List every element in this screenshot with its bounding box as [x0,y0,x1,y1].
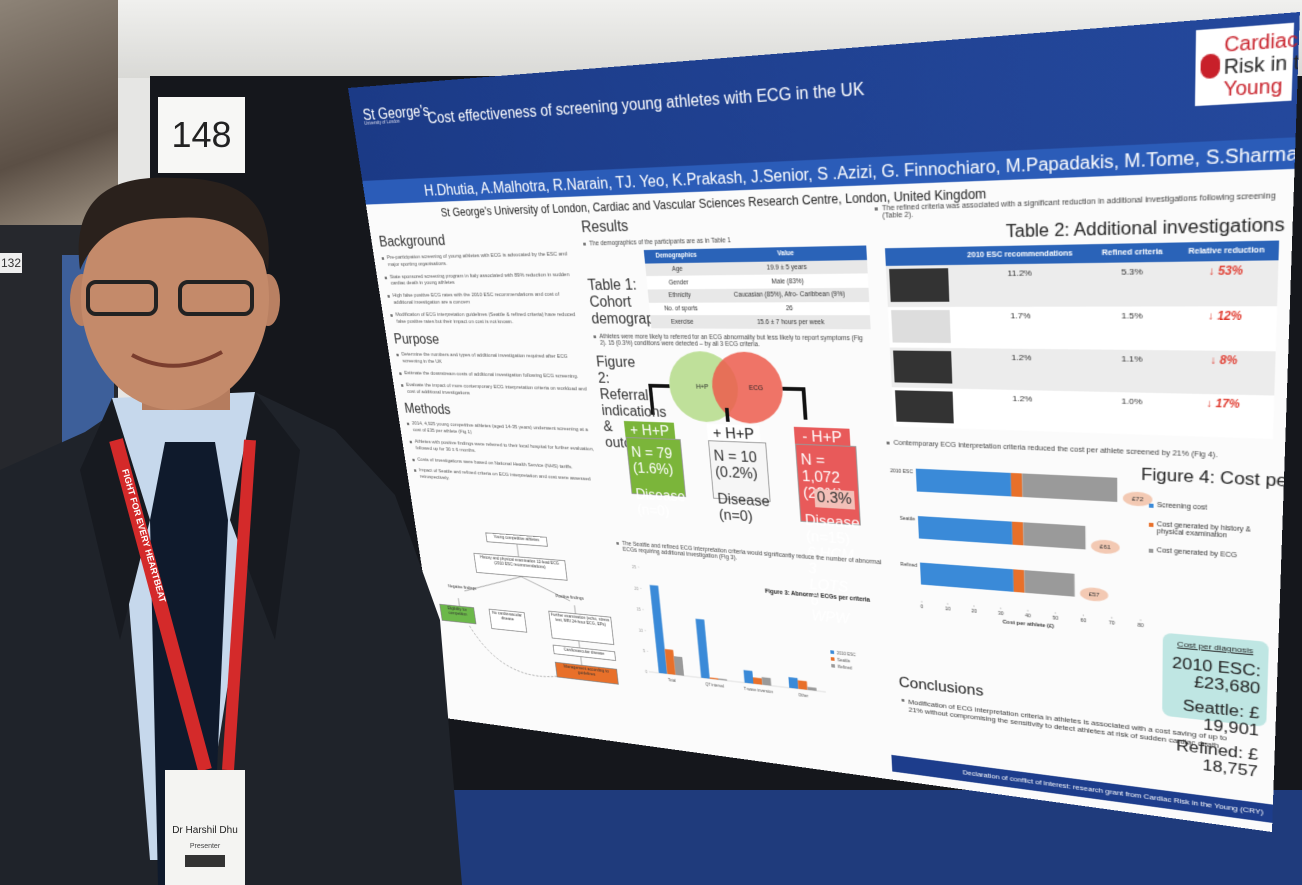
right-column: The refined criteria was associated with… [874,192,1300,655]
poster: St George's University of London Cost effe… [348,11,1300,832]
x-tick-label: Other [798,693,809,698]
barcode [185,855,225,867]
value-label: £57 [1089,591,1100,599]
x-tick-label: 20 [971,608,978,614]
legend-label: Refined [838,665,852,671]
category-label: 2010 ESC [890,468,913,475]
figure-4: 0 10 20 30 40 50 60 70 80 Cost per athlete (£) 201… [887,450,1300,655]
x-tick-label: 40 [1025,613,1032,619]
bar [807,686,817,691]
figure-4-chart: 0 10 20 30 40 50 60 70 80 Cost per athlete (£) 201… [890,468,1153,629]
middle-column: Results The demographics of the participa… [580,209,891,725]
y-tick-label: 0 [645,670,647,674]
x-tick-label: 0 [920,604,924,610]
value-label: £61 [1100,544,1111,552]
legend-label: 2010 ESC [837,651,856,657]
figure-2-diagram: H+P ECG [595,350,883,558]
venn-circle [709,351,786,425]
smile [131,350,223,368]
venn-label: ECG [749,385,764,392]
neighbour-booth-number: 132 [0,253,22,273]
x-tick-label: 60 [1080,617,1087,623]
x-tick-label: Total [668,678,676,683]
booth-number: 148 [158,97,245,173]
y-tick-label: 25 [632,565,637,569]
venn-circle [666,350,741,424]
legend-label: Seattle [837,658,850,663]
x-tick-label: T-wave inversion [744,687,773,694]
category-label: Refined [900,561,918,568]
x-tick-label: 30 [998,610,1005,616]
figure-3: Figure 3: Abnormal ECGs per criteria0510… [632,565,872,698]
bar [788,676,799,690]
value-label: £72 [1132,496,1144,504]
lanyard [222,439,256,771]
lanyard [109,438,212,772]
y-tick-label: 15 [636,608,641,612]
bar [797,680,808,690]
badge-role: Presenter [190,843,221,850]
y-tick-label: 5 [643,650,645,654]
x-tick-label: 70 [1109,620,1116,626]
glasses [86,280,158,316]
x-axis-label: Cost per athlete (£) [1002,619,1054,629]
bar [761,677,772,686]
x-tick-label: QT interval [705,683,724,689]
x-tick-label: 80 [1138,622,1145,628]
glasses [178,280,254,316]
y-tick-label: 20 [634,587,639,591]
y-tick-label: 10 [639,629,643,633]
category-label: Seattle [900,515,916,521]
x-tick-label: 50 [1052,615,1059,621]
venn-label: H+P [696,384,709,391]
x-tick-label: 10 [945,606,951,612]
hair [78,177,269,270]
badge-name: Dr Harshil Dhu [172,825,238,836]
